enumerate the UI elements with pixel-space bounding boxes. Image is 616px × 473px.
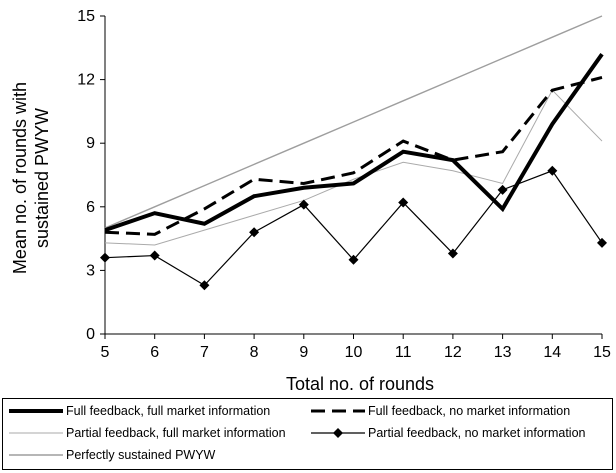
data-point-diamond xyxy=(100,252,110,263)
legend-item-partial-feedback-full-market: Partial feedback, full market informatio… xyxy=(9,425,286,441)
legend-item-perfectly-sustained: Perfectly sustained PWYW xyxy=(9,447,215,463)
line-chart: 0 3 6 9 12 15 5 6 7 8 9 10 11 12 13 14 15 Mean no. of ro… xyxy=(10,8,611,394)
y-axis-title-line-2: sustained PWYW xyxy=(32,108,52,248)
legend-swatch-thin xyxy=(9,432,63,434)
series-line-reference xyxy=(104,15,603,229)
legend-item-full-feedback-no-market: Full feedback, no market information xyxy=(311,403,570,419)
legend-label: Full feedback, full market information xyxy=(66,404,271,418)
plot-area xyxy=(100,15,607,339)
series-line-thick-solid xyxy=(104,53,604,233)
y-axis-title-line-1: Mean no. of rounds with xyxy=(10,82,30,274)
x-tick-label: 12 xyxy=(444,344,462,361)
x-tick-label: 13 xyxy=(494,344,512,361)
legend-item-full-feedback-full-market: Full feedback, full market information xyxy=(9,403,270,419)
legend-swatch-thick-solid xyxy=(9,409,63,413)
legend-label: Partial feedback, full market informatio… xyxy=(66,426,286,440)
series-line-diamond xyxy=(104,170,603,287)
tick-labels: 0 3 6 9 12 15 5 6 7 8 9 10 11 12 13 14 15 xyxy=(77,8,611,361)
y-tick-label: 3 xyxy=(86,262,95,279)
y-tick-label: 0 xyxy=(86,326,95,343)
x-tick-label: 6 xyxy=(150,344,159,361)
x-tick-label: 7 xyxy=(200,344,209,361)
x-axis-title: Total no. of rounds xyxy=(286,374,434,394)
x-tick-label: 8 xyxy=(250,344,259,361)
x-tick-label: 5 xyxy=(101,344,110,361)
x-tick-label: 15 xyxy=(593,344,611,361)
data-point-diamond xyxy=(398,197,409,208)
y-tick-label: 9 xyxy=(86,135,95,152)
x-tick-label: 14 xyxy=(543,344,561,361)
x-tick-label: 11 xyxy=(395,344,412,361)
series-line-dashed xyxy=(104,76,603,236)
y-tick-label: 6 xyxy=(86,199,95,216)
y-tick-label: 12 xyxy=(77,72,95,89)
data-point-diamond xyxy=(298,199,309,210)
legend-swatch-reference xyxy=(9,454,63,456)
legend-label: Perfectly sustained PWYW xyxy=(66,448,216,462)
data-point-diamond xyxy=(149,250,160,261)
legend-label: Full feedback, no market information xyxy=(368,404,571,418)
legend: Full feedback, full market information F… xyxy=(2,398,613,470)
data-point-diamond xyxy=(199,280,210,291)
y-tick-label: 15 xyxy=(77,8,95,25)
legend-item-partial-feedback-no-market: Partial feedback, no market information xyxy=(311,425,585,441)
legend-swatch-diamond xyxy=(311,428,365,438)
series-line-thin xyxy=(104,89,603,246)
data-point-diamond xyxy=(597,237,607,248)
data-point-diamond xyxy=(497,184,508,195)
x-tick-label: 9 xyxy=(299,344,308,361)
data-point-diamond xyxy=(348,254,359,265)
legend-swatch-dashed xyxy=(311,409,365,413)
x-tick-label: 10 xyxy=(345,344,363,361)
data-point-diamond xyxy=(249,227,260,238)
data-point-diamond xyxy=(447,248,458,259)
legend-label: Partial feedback, no market information xyxy=(368,426,586,440)
data-point-diamond xyxy=(547,165,558,176)
